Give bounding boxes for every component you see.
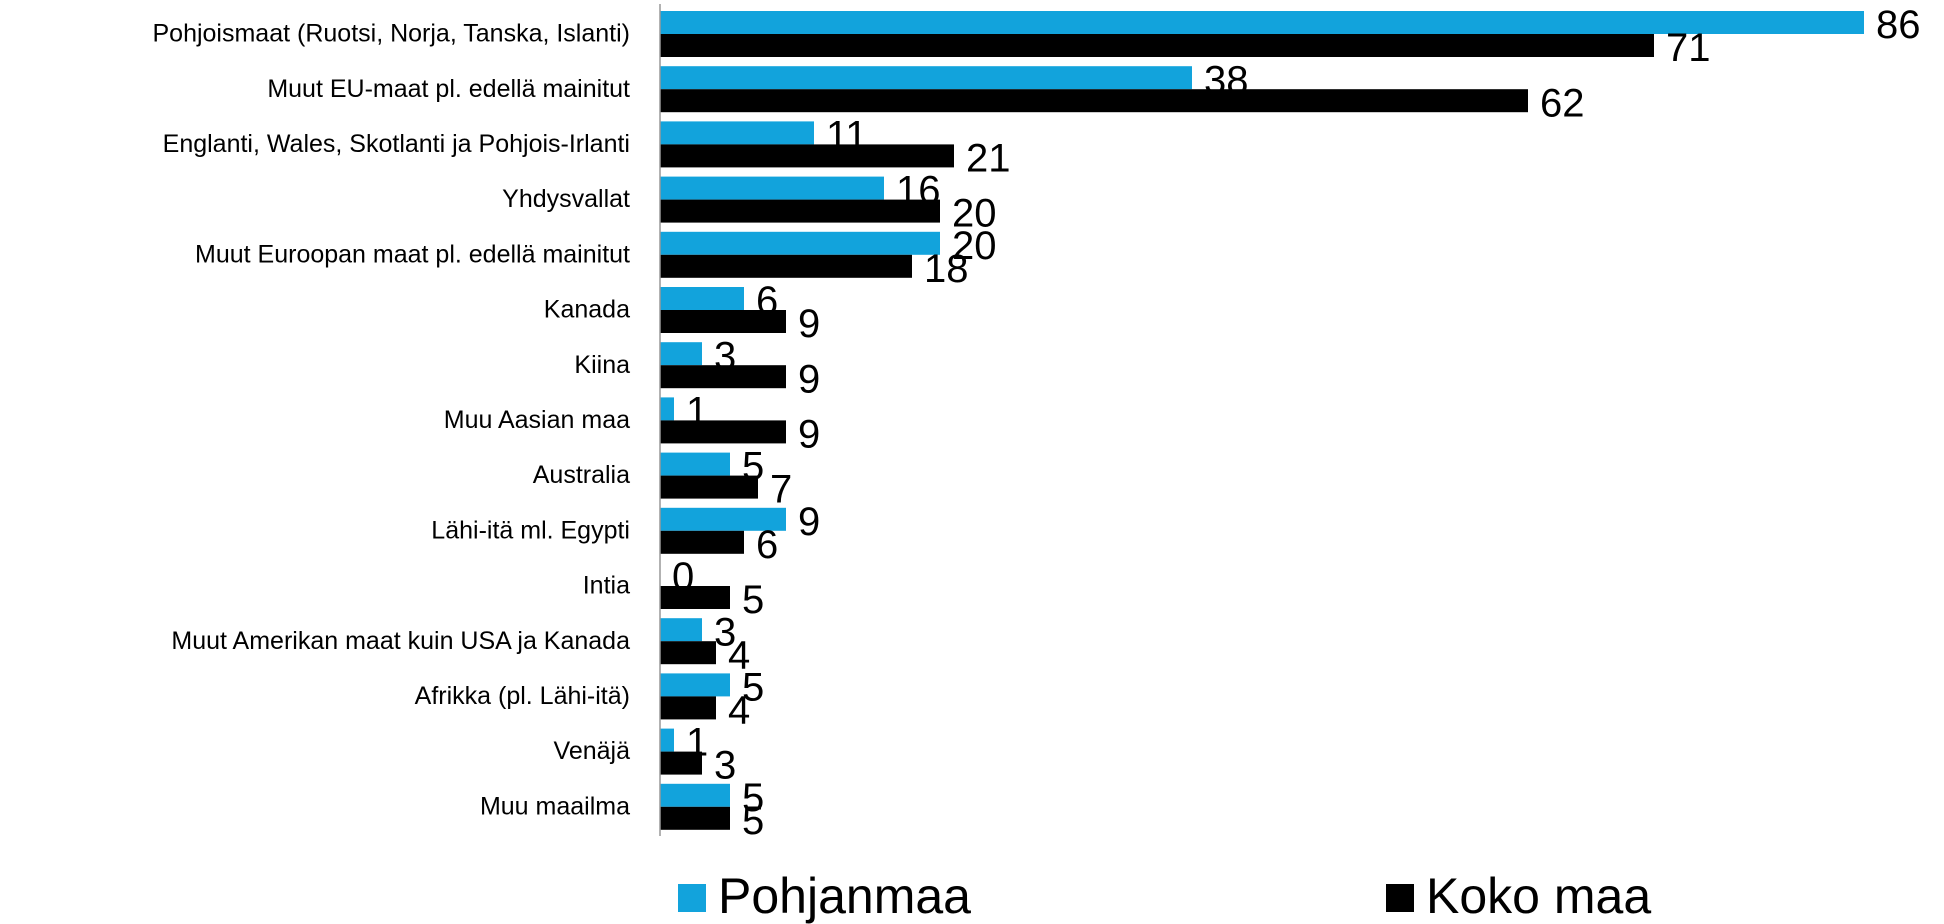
value-label: 21 <box>966 136 1011 180</box>
category-label: Yhdysvallat <box>502 185 630 213</box>
legend-label: Koko maa <box>1426 868 1651 924</box>
value-label: 20 <box>952 224 997 268</box>
bar <box>660 751 702 775</box>
category-label: Muu maailma <box>480 792 630 820</box>
bar <box>660 806 730 830</box>
bar <box>660 641 716 665</box>
value-label: 20 <box>952 192 997 236</box>
category-label: Intia <box>583 572 630 600</box>
value-label: 7 <box>770 468 792 512</box>
bar <box>660 397 674 421</box>
value-label: 5 <box>742 776 764 820</box>
bar <box>660 452 730 476</box>
category-label: Muut Euroopan maat pl. edellä mainitut <box>195 240 630 268</box>
bar <box>660 728 674 752</box>
category-label: Muu Aasian maa <box>444 406 630 434</box>
bar <box>660 507 786 531</box>
category-label: Australia <box>533 461 630 489</box>
bar <box>660 34 1654 57</box>
legend-swatch <box>1386 884 1414 912</box>
bar <box>660 618 702 642</box>
bar <box>660 586 730 609</box>
value-label: 3 <box>714 610 736 654</box>
value-label: 4 <box>728 633 750 677</box>
bar <box>660 254 912 278</box>
category-label: Englanti, Wales, Skotlanti ja Pohjois-Ir… <box>163 130 630 158</box>
bar <box>660 287 744 310</box>
category-label: Muut EU-maat pl. edellä mainitut <box>267 75 630 103</box>
value-label: 3 <box>714 744 736 788</box>
value-label: 86 <box>1876 3 1921 47</box>
category-label: Venäjä <box>554 737 631 765</box>
bar <box>660 342 702 366</box>
bar <box>660 673 730 697</box>
legend-swatch <box>678 884 706 912</box>
bar <box>660 530 744 554</box>
bar <box>660 231 940 255</box>
value-label: 4 <box>728 688 750 732</box>
bar <box>660 310 786 333</box>
value-label: 9 <box>798 357 820 401</box>
legend-label: Pohjanmaa <box>718 868 971 924</box>
bar <box>660 176 884 200</box>
value-label: 9 <box>798 500 820 544</box>
bar <box>660 11 1864 34</box>
bar <box>660 475 758 499</box>
value-label: 62 <box>1540 81 1585 125</box>
value-label: 5 <box>742 799 764 843</box>
bar <box>660 121 814 145</box>
value-label: 9 <box>798 412 820 456</box>
bar <box>660 144 954 168</box>
category-label: Kiina <box>574 351 630 379</box>
category-label: Afrikka (pl. Lähi-itä) <box>415 682 630 710</box>
bar <box>660 199 940 223</box>
category-label: Lähi-itä ml. Egypti <box>431 516 630 544</box>
value-label: 5 <box>742 665 764 709</box>
category-label: Pohjoismaat (Ruotsi, Norja, Tanska, Isla… <box>152 20 630 48</box>
bar <box>660 89 1528 113</box>
value-label: 6 <box>756 523 778 567</box>
bar <box>660 365 786 389</box>
value-label: 5 <box>742 578 764 622</box>
bar <box>660 696 716 720</box>
value-label: 18 <box>924 247 969 291</box>
category-label: Muut Amerikan maat kuin USA ja Kanada <box>171 627 630 655</box>
value-label: 71 <box>1666 26 1711 70</box>
value-label: 9 <box>798 302 820 346</box>
bar <box>660 420 786 444</box>
category-label: Kanada <box>544 296 630 324</box>
bar <box>660 66 1192 90</box>
bar <box>660 783 730 807</box>
